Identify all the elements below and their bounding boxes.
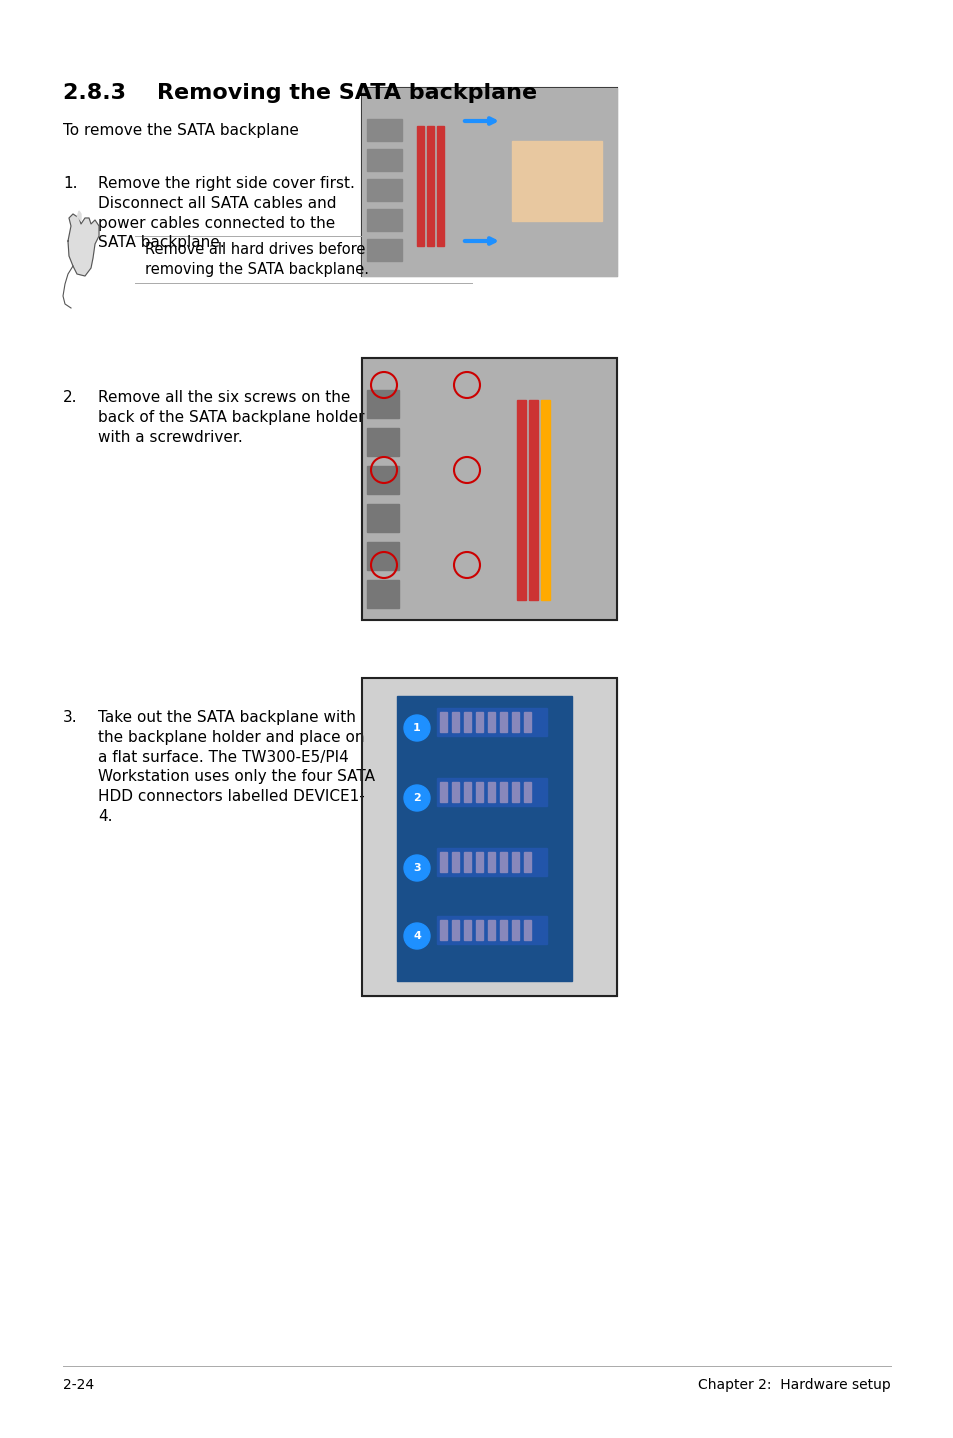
Bar <box>367 209 401 232</box>
Text: 1: 1 <box>413 723 420 733</box>
Text: Remove the right side cover first.
Disconnect all SATA cables and
power cables c: Remove the right side cover first. Disco… <box>98 175 355 250</box>
Text: 3: 3 <box>413 863 420 873</box>
Bar <box>452 782 458 802</box>
Circle shape <box>403 856 430 881</box>
Bar <box>463 851 471 871</box>
Bar <box>499 920 506 940</box>
Text: To remove the SATA backplane: To remove the SATA backplane <box>63 124 298 138</box>
Bar <box>463 782 471 802</box>
Bar <box>512 712 518 732</box>
Bar <box>367 580 398 608</box>
Bar <box>436 848 546 876</box>
Bar <box>523 782 531 802</box>
Bar <box>488 712 495 732</box>
Bar <box>361 88 617 276</box>
Bar <box>367 503 398 532</box>
Bar <box>499 712 506 732</box>
Text: Take out the SATA backplane with
the backplane holder and place on
a flat surfac: Take out the SATA backplane with the bac… <box>98 710 375 824</box>
Bar <box>476 712 482 732</box>
Bar <box>476 851 482 871</box>
Circle shape <box>403 785 430 811</box>
Circle shape <box>403 715 430 741</box>
Text: 3.: 3. <box>63 710 77 725</box>
Bar <box>452 851 458 871</box>
Text: 2.8.3    Removing the SATA backplane: 2.8.3 Removing the SATA backplane <box>63 83 537 104</box>
Bar <box>512 920 518 940</box>
Bar <box>436 127 443 246</box>
Bar <box>463 920 471 940</box>
Text: Remove all hard drives before
removing the SATA backplane.: Remove all hard drives before removing t… <box>145 242 369 276</box>
Bar <box>452 712 458 732</box>
Bar <box>367 239 401 262</box>
Bar <box>427 127 434 246</box>
Bar <box>523 851 531 871</box>
Bar <box>540 400 550 600</box>
Bar <box>523 712 531 732</box>
Bar <box>367 390 398 418</box>
Bar <box>436 778 546 807</box>
Bar <box>523 920 531 940</box>
Bar <box>361 358 617 620</box>
Bar <box>488 782 495 802</box>
Bar <box>367 429 398 456</box>
Bar <box>439 712 447 732</box>
Bar <box>476 920 482 940</box>
Bar <box>512 851 518 871</box>
Bar <box>488 851 495 871</box>
Bar <box>367 150 401 171</box>
Bar <box>367 119 401 141</box>
Bar <box>529 400 537 600</box>
Bar <box>367 542 398 569</box>
Bar <box>436 707 546 736</box>
Polygon shape <box>68 214 99 276</box>
Polygon shape <box>77 211 81 221</box>
Bar <box>476 782 482 802</box>
Text: Chapter 2:  Hardware setup: Chapter 2: Hardware setup <box>698 1378 890 1392</box>
Bar <box>367 178 401 201</box>
Bar <box>488 920 495 940</box>
Bar <box>396 696 572 981</box>
Bar <box>512 782 518 802</box>
Bar <box>439 782 447 802</box>
Circle shape <box>403 923 430 949</box>
Bar <box>361 358 617 620</box>
Bar <box>512 141 601 221</box>
FancyBboxPatch shape <box>361 88 617 276</box>
Bar <box>416 127 423 246</box>
Text: Remove all the six screws on the
back of the SATA backplane holder
with a screwd: Remove all the six screws on the back of… <box>98 390 364 444</box>
Bar <box>436 916 546 943</box>
Text: 4: 4 <box>413 930 420 940</box>
Bar <box>367 466 398 495</box>
Text: 2: 2 <box>413 792 420 802</box>
Bar <box>499 851 506 871</box>
Text: 2.: 2. <box>63 390 77 406</box>
Bar <box>517 400 525 600</box>
Text: 1.: 1. <box>63 175 77 191</box>
Bar <box>439 851 447 871</box>
Bar <box>361 677 617 997</box>
Bar <box>361 677 617 997</box>
Bar <box>463 712 471 732</box>
Bar <box>452 920 458 940</box>
Text: 2-24: 2-24 <box>63 1378 94 1392</box>
Bar <box>499 782 506 802</box>
Bar <box>439 920 447 940</box>
